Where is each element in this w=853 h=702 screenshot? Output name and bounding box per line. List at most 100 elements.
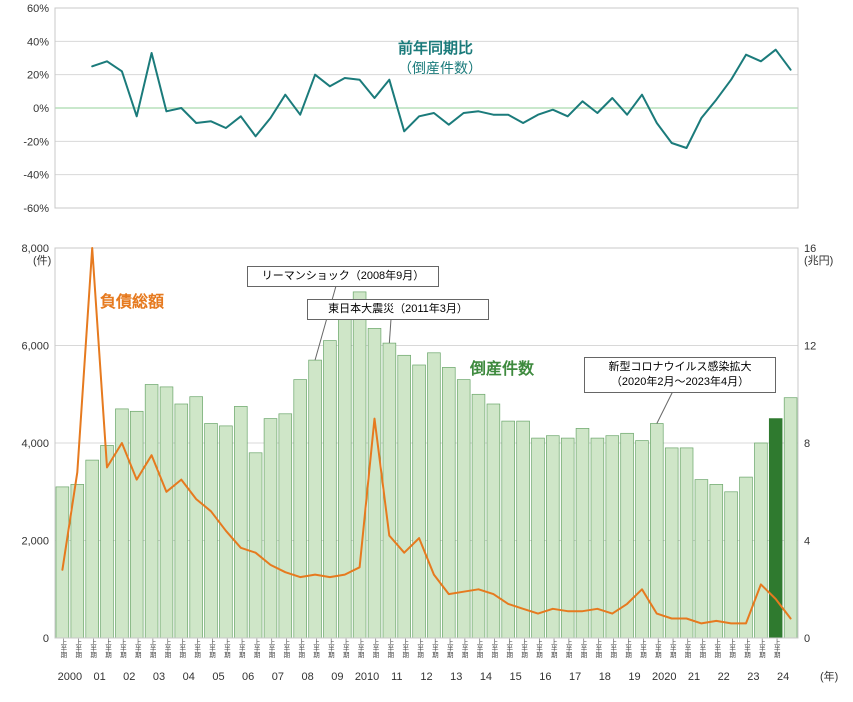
bankruptcy-bar (160, 387, 173, 638)
x-year-label: 19 (628, 671, 640, 683)
bankruptcy-bar (398, 355, 411, 638)
bankruptcy-bar (755, 443, 768, 638)
x-year-label: 09 (331, 671, 343, 683)
bankruptcy-bar (101, 445, 114, 638)
annotation-lehman: リーマンショック（2008年9月） (247, 266, 439, 287)
x-period-label: 上半期 (683, 637, 691, 659)
x-period-label: 上半期 (208, 637, 216, 659)
top-ytick-label: 20% (27, 70, 49, 82)
bankruptcy-bar (784, 398, 797, 638)
x-year-label: 13 (450, 671, 462, 683)
x-period-label: 上半期 (267, 637, 275, 659)
x-year-label: 2010 (355, 671, 379, 683)
x-period-label: 上半期 (475, 637, 483, 659)
x-period-label: 上半期 (505, 637, 513, 659)
bankruptcy-bar (457, 380, 470, 638)
top-ytick-label: -20% (23, 136, 49, 148)
right-ytick-label: 8 (804, 438, 810, 450)
x-year-label: 24 (777, 671, 789, 683)
top-series-title: 前年同期比 (398, 39, 473, 57)
x-period-label: 上半期 (609, 637, 617, 659)
x-period-label: 上半期 (742, 637, 750, 659)
x-period-label: 上半期 (638, 637, 646, 659)
x-period-label: 上半期 (534, 637, 542, 659)
x-period-label: 上半期 (282, 637, 290, 659)
bankruptcy-bar (576, 428, 589, 638)
x-period-label: 上半期 (698, 637, 706, 659)
bankruptcy-bar (324, 341, 337, 638)
x-period-label: 上半期 (594, 637, 602, 659)
bankruptcy-bar (636, 441, 649, 638)
x-period-label: 上半期 (564, 637, 572, 659)
bankruptcy-bar (130, 411, 143, 638)
top-ytick-label: -40% (23, 170, 49, 182)
annotation-pointer (657, 391, 673, 424)
bankruptcy-bar (546, 436, 559, 638)
x-period-label: 上半期 (520, 637, 528, 659)
x-year-label: 03 (153, 671, 165, 683)
left-ytick-label: 8,000 (21, 243, 49, 255)
x-period-label: 上半期 (148, 637, 156, 659)
bankruptcy-bar (279, 414, 292, 638)
top-ytick-label: 60% (27, 3, 49, 15)
x-year-label: 08 (301, 671, 313, 683)
x-period-label: 上半期 (89, 637, 97, 659)
bankruptcy-bar (428, 353, 441, 638)
x-year-label: 22 (718, 671, 730, 683)
bankruptcy-bar (353, 292, 366, 638)
bankruptcy-bar (249, 453, 262, 638)
x-period-label: 上半期 (118, 637, 126, 659)
x-period-label: 上半期 (401, 637, 409, 659)
x-period-label: 上半期 (445, 637, 453, 659)
x-period-label: 上半期 (653, 637, 661, 659)
bankruptcy-bar (190, 397, 203, 638)
x-period-label: 上半期 (356, 637, 364, 659)
x-year-label: 05 (212, 671, 224, 683)
annotation-covid: 新型コロナウイルス感染拡大（2020年2月～2023年4月） (584, 357, 776, 393)
x-year-label: 2020 (652, 671, 676, 683)
bankruptcy-bar (383, 343, 396, 638)
bankruptcy-bar (234, 406, 247, 638)
x-period-label: 上半期 (371, 637, 379, 659)
x-period-label: 上半期 (178, 637, 186, 659)
bankruptcy-bar (413, 365, 426, 638)
bankruptcy-bar (264, 419, 277, 638)
bankruptcy-bar (309, 360, 322, 638)
x-period-label: 上半期 (222, 637, 230, 659)
bankruptcy-bar (710, 484, 723, 638)
bankruptcy-bar (86, 460, 99, 638)
x-year-label: 07 (272, 671, 284, 683)
bankruptcy-bar (472, 394, 485, 638)
x-year-label: 02 (123, 671, 135, 683)
bankruptcy-bar (205, 424, 218, 639)
annotation-quake: 東日本大震災（2011年3月） (307, 299, 489, 320)
x-period-label: 上半期 (728, 637, 736, 659)
x-year-label: 04 (183, 671, 195, 683)
bankruptcy-bar (368, 328, 381, 638)
x-period-label: 上半期 (460, 637, 468, 659)
bankruptcy-bar (338, 311, 351, 638)
x-period-label: 上半期 (341, 637, 349, 659)
annotation-pointer (389, 319, 391, 343)
x-period-label: 上半期 (416, 637, 424, 659)
x-period-label: 上半期 (668, 637, 676, 659)
right-ytick-label: 4 (804, 536, 810, 548)
right-ytick-label: 16 (804, 243, 816, 255)
bankruptcy-bar (561, 438, 574, 638)
x-year-label: 15 (510, 671, 522, 683)
x-period-label: 上半期 (772, 637, 780, 659)
x-period-label: 上半期 (326, 637, 334, 659)
x-period-label: 上半期 (133, 637, 141, 659)
x-year-label: 23 (747, 671, 759, 683)
left-ytick-label: 0 (43, 633, 49, 645)
bankruptcy-bar (442, 367, 455, 638)
bankruptcy-bar (517, 421, 530, 638)
right-ytick-label: 0 (804, 633, 810, 645)
x-year-label: 14 (480, 671, 492, 683)
x-period-label: 上半期 (549, 637, 557, 659)
x-year-suffix: (年) (820, 669, 838, 683)
x-period-label: 上半期 (713, 637, 721, 659)
x-period-label: 上半期 (104, 637, 112, 659)
bankruptcy-bar (56, 487, 69, 638)
x-period-label: 上半期 (163, 637, 171, 659)
